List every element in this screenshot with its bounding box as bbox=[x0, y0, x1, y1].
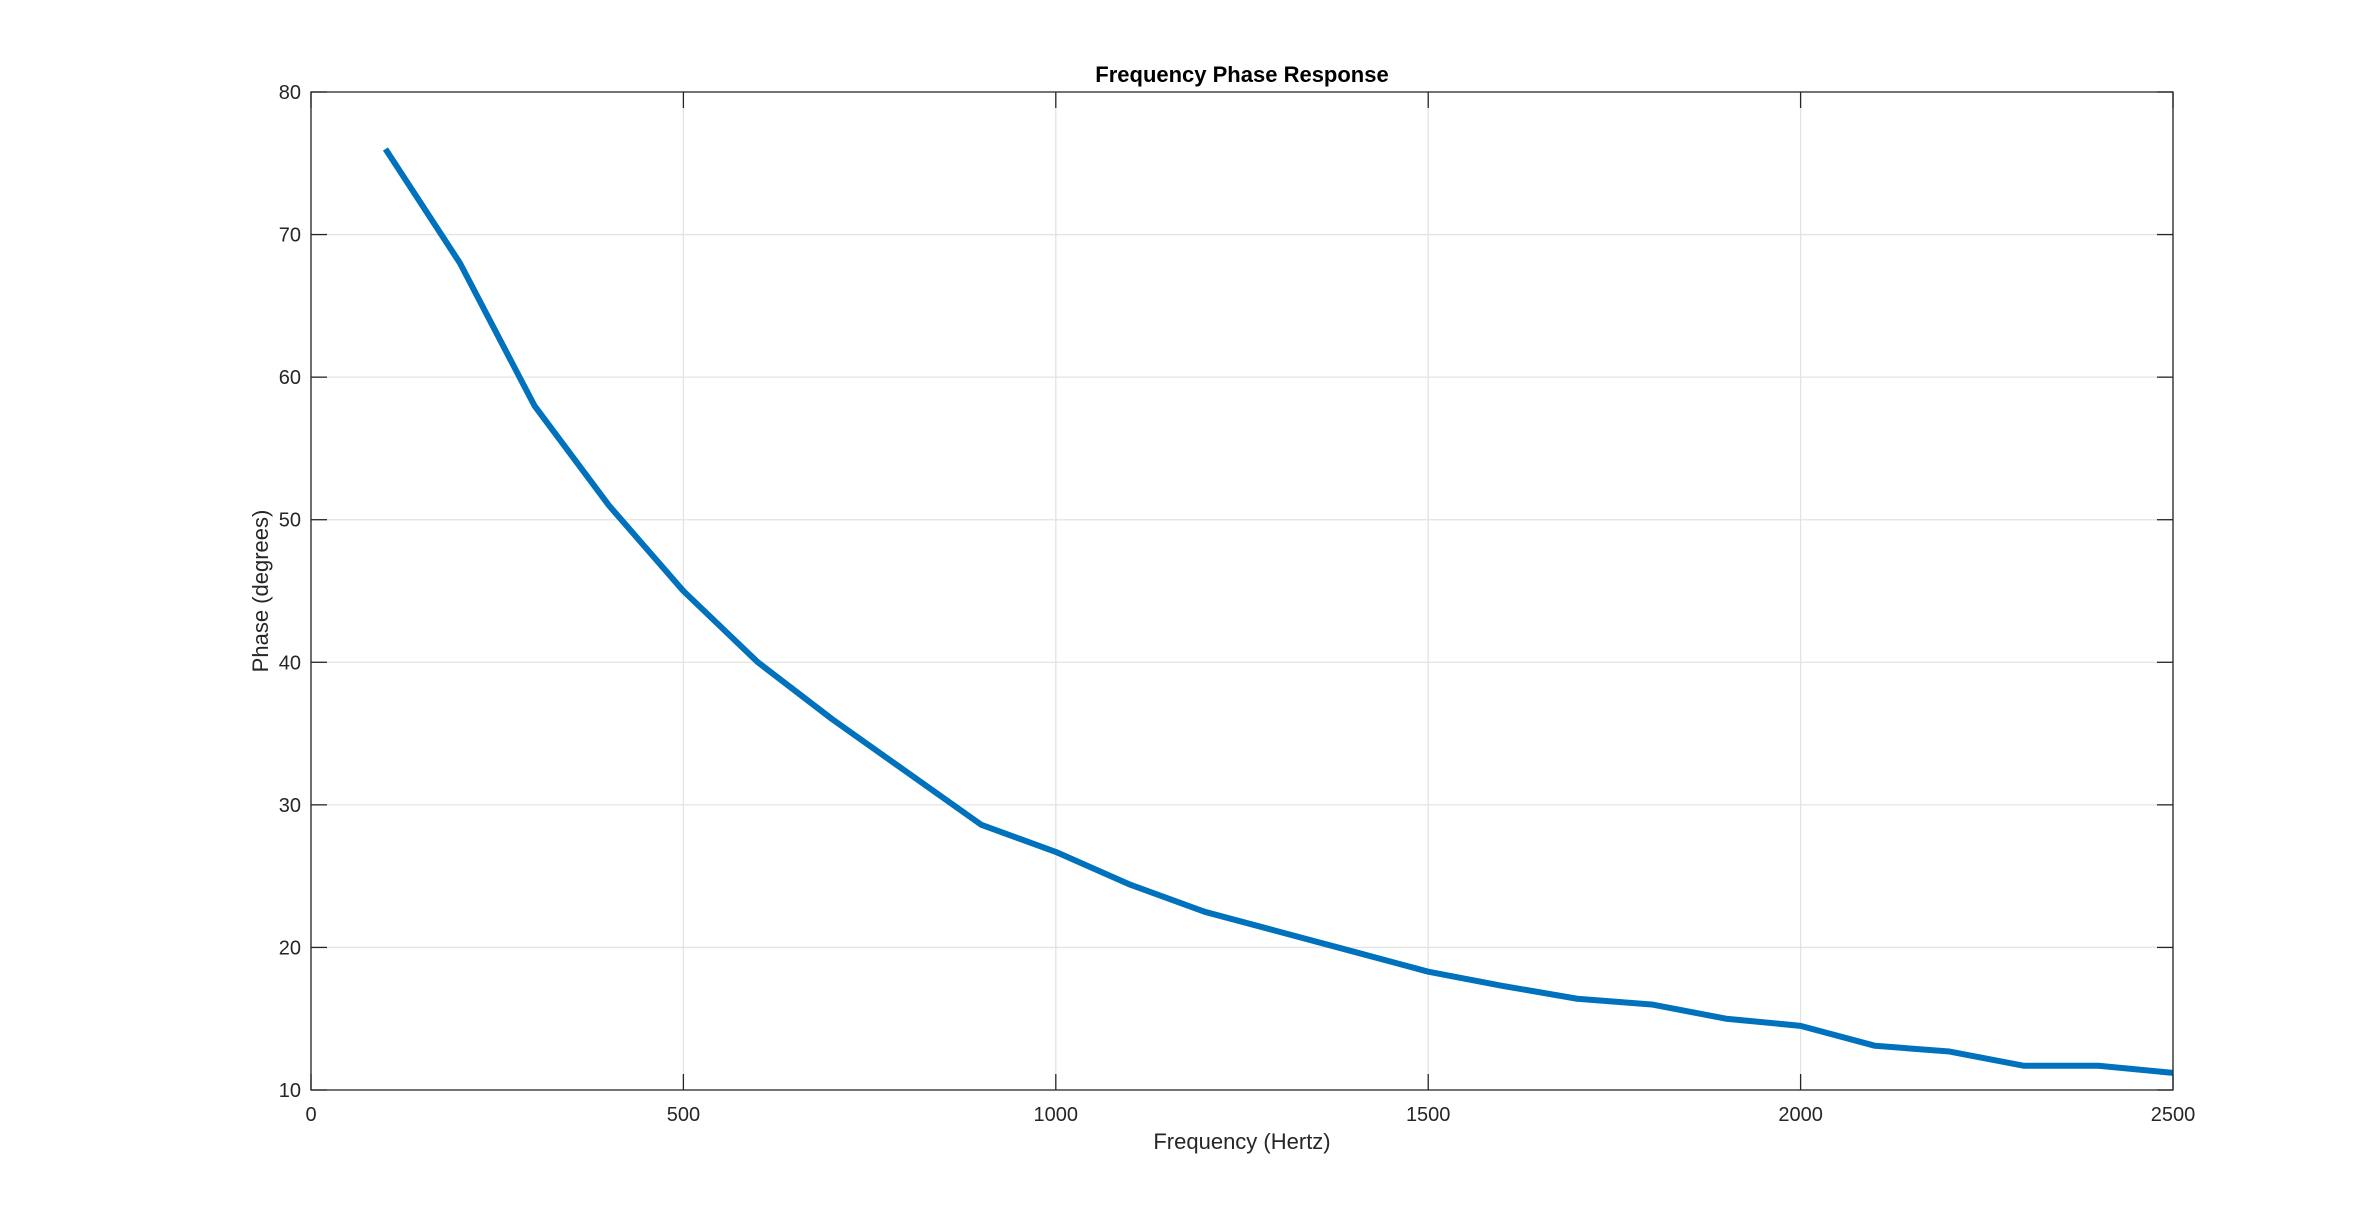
y-tick-label: 10 bbox=[279, 1080, 301, 1102]
x-tick-label: 2500 bbox=[2151, 1104, 2196, 1126]
y-tick-label: 60 bbox=[279, 367, 301, 389]
x-axis-label: Frequency (Hertz) bbox=[1153, 1129, 1330, 1154]
x-tick-label: 2000 bbox=[1778, 1104, 1823, 1126]
y-tick-label: 50 bbox=[279, 510, 301, 532]
y-tick-label: 30 bbox=[279, 795, 301, 817]
plot-background bbox=[311, 92, 2173, 1090]
x-tick-labels: 0 500 1000 1500 2000 2500 bbox=[305, 1104, 2195, 1126]
x-tick-label: 1500 bbox=[1406, 1104, 1451, 1126]
x-tick-label: 500 bbox=[667, 1104, 700, 1126]
x-tick-label: 1000 bbox=[1034, 1104, 1079, 1126]
y-tick-labels: 10 20 30 40 50 60 70 80 bbox=[279, 82, 301, 1102]
y-tick-label: 80 bbox=[279, 82, 301, 104]
y-tick-label: 20 bbox=[279, 937, 301, 959]
x-tick-label: 0 bbox=[305, 1104, 316, 1126]
axes-frame bbox=[310, 91, 2174, 1091]
y-axis-label: Phase (degrees) bbox=[248, 510, 273, 673]
chart-title: Frequency Phase Response bbox=[1095, 62, 1388, 87]
y-tick-label: 40 bbox=[279, 652, 301, 674]
y-tick-label: 70 bbox=[279, 225, 301, 247]
